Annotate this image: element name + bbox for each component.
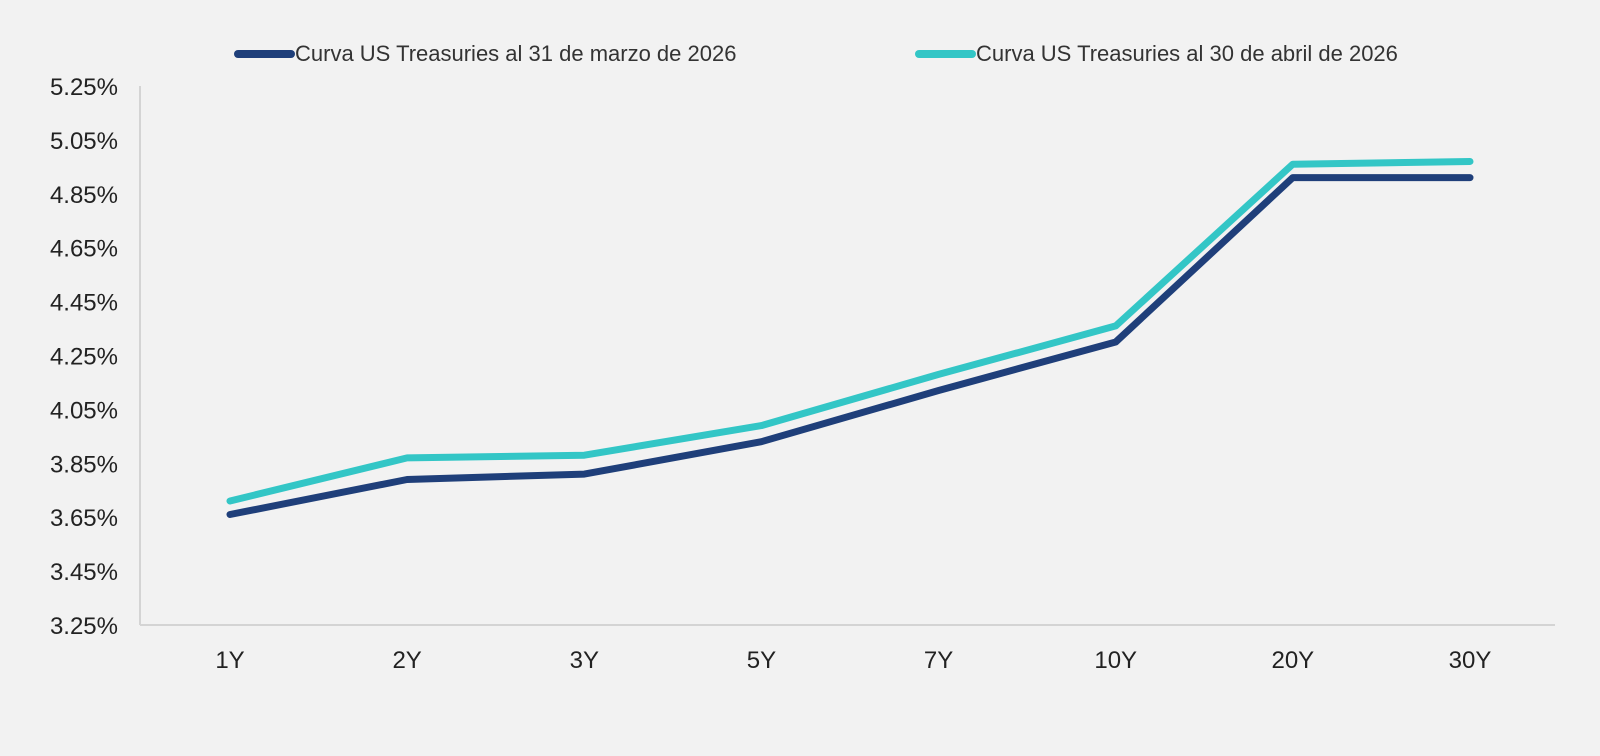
y-tick-label: 4.45% — [50, 290, 118, 317]
y-tick-label: 4.85% — [50, 182, 118, 209]
x-axis-tick-labels: 1Y 2Y 3Y 5Y 7Y 10Y 20Y 30Y — [215, 647, 1491, 674]
series-line-0 — [226, 174, 1474, 518]
legend: Curva US Treasuries al 31 de marzo de 20… — [234, 41, 1398, 66]
series-lines — [226, 158, 1474, 518]
legend-label-march: Curva US Treasuries al 31 de marzo de 20… — [295, 41, 736, 66]
y-tick-label: 3.85% — [50, 451, 118, 478]
x-tick-label: 3Y — [570, 647, 599, 674]
y-tick-label: 5.05% — [50, 128, 118, 155]
y-tick-label: 4.65% — [50, 236, 118, 263]
y-tick-label: 3.25% — [50, 613, 118, 640]
y-axis-tick-labels: 3.25% 3.45% 3.65% 3.85% 4.05% 4.25% 4.45% 4.65%… — [50, 74, 118, 640]
x-tick-label: 10Y — [1094, 647, 1137, 674]
x-tick-label: 20Y — [1271, 647, 1314, 674]
y-tick-label: 5.25% — [50, 74, 118, 101]
x-tick-label: 1Y — [215, 647, 244, 674]
x-tick-label: 2Y — [392, 647, 421, 674]
y-tick-label: 3.65% — [50, 505, 118, 532]
legend-label-april: Curva US Treasuries al 30 de abril de 20… — [976, 41, 1398, 66]
series-line-1 — [226, 158, 1474, 505]
x-tick-label: 7Y — [924, 647, 953, 674]
x-tick-label: 5Y — [747, 647, 776, 674]
axes — [139, 86, 1555, 626]
x-tick-label: 30Y — [1449, 647, 1492, 674]
y-tick-label: 3.45% — [50, 559, 118, 586]
y-tick-label: 4.05% — [50, 397, 118, 424]
y-tick-label: 4.25% — [50, 344, 118, 371]
